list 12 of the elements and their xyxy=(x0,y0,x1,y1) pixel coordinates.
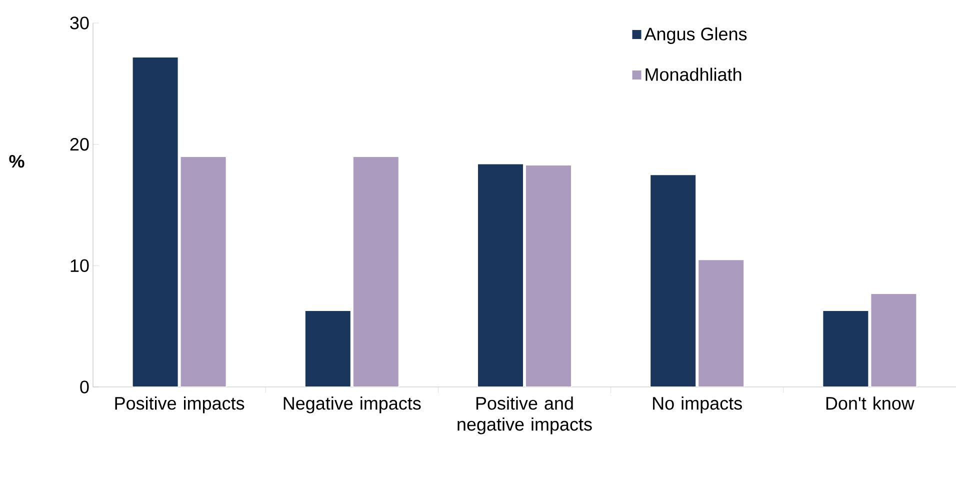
y-tick-label: 10 xyxy=(70,259,89,272)
y-tick-label: 20 xyxy=(70,138,89,151)
y-tick-label: 0 xyxy=(80,380,89,394)
x-tick-label: Negative impacts xyxy=(284,396,421,414)
x-tick-label: Positive impacts xyxy=(115,396,244,414)
y-tick-label: 30 xyxy=(70,16,89,30)
x-tick-label: Don't know xyxy=(826,396,914,410)
legend-label: Monadhliath xyxy=(646,68,742,81)
legend-label: Angus Glens xyxy=(644,27,747,44)
y-axis-title: % xyxy=(9,154,24,168)
x-tick-label: Positive and negative impacts xyxy=(458,396,592,434)
x-tick-label: No impacts xyxy=(653,396,742,414)
